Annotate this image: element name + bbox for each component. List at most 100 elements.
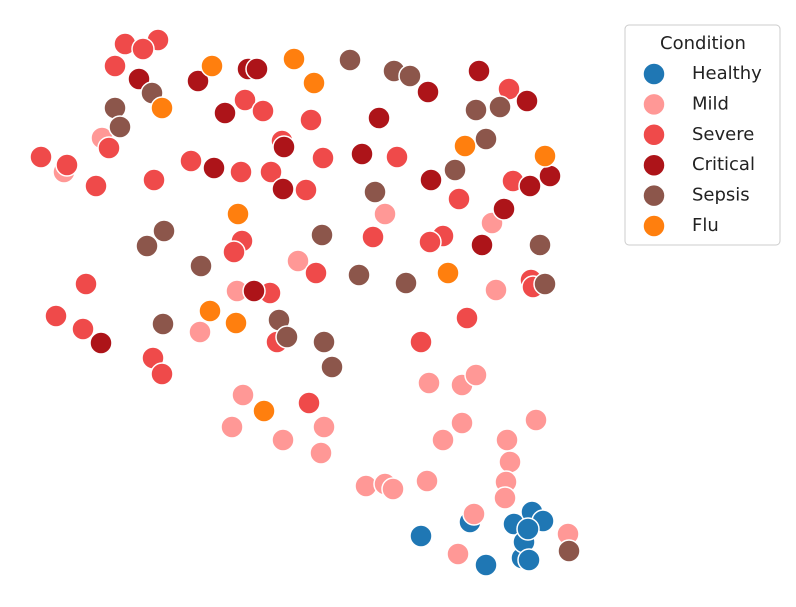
point xyxy=(416,80,440,104)
point xyxy=(245,57,269,81)
point xyxy=(251,99,275,123)
point xyxy=(409,524,433,548)
point xyxy=(518,174,542,198)
point xyxy=(150,362,174,386)
point xyxy=(447,187,471,211)
point xyxy=(151,312,175,336)
legend-marker xyxy=(642,214,666,238)
point xyxy=(302,71,326,95)
point xyxy=(233,88,257,112)
point xyxy=(188,320,212,344)
point xyxy=(415,469,439,493)
legend-label: Healthy xyxy=(692,63,762,84)
point xyxy=(229,160,253,184)
point xyxy=(304,261,328,285)
point xyxy=(310,223,334,247)
point xyxy=(294,178,318,202)
point xyxy=(464,363,488,387)
point xyxy=(493,486,517,510)
point xyxy=(515,89,539,113)
point xyxy=(557,539,581,563)
point xyxy=(312,415,336,439)
point xyxy=(271,177,295,201)
point xyxy=(361,225,385,249)
point xyxy=(89,331,113,355)
point xyxy=(131,37,155,61)
point xyxy=(495,428,519,452)
point xyxy=(347,263,371,287)
point xyxy=(373,202,397,226)
legend-label: Sepsis xyxy=(692,185,750,206)
point xyxy=(524,408,548,432)
point xyxy=(498,450,522,474)
point xyxy=(74,272,98,296)
point xyxy=(202,156,226,180)
point xyxy=(271,428,295,452)
legend-marker xyxy=(642,183,666,208)
point xyxy=(394,271,418,295)
legend-label: Mild xyxy=(692,93,729,114)
point xyxy=(103,54,127,78)
point xyxy=(152,219,176,243)
point xyxy=(474,127,498,151)
plot-area xyxy=(29,28,581,577)
point xyxy=(385,145,409,169)
point xyxy=(272,135,296,159)
point xyxy=(189,254,213,278)
point xyxy=(488,95,512,119)
point xyxy=(517,548,541,572)
point xyxy=(431,428,455,452)
point xyxy=(312,330,336,354)
point xyxy=(533,144,557,168)
legend-marker xyxy=(642,92,666,117)
point xyxy=(443,158,467,182)
point xyxy=(282,47,306,71)
point xyxy=(338,48,362,72)
point xyxy=(252,399,276,423)
point xyxy=(450,411,474,435)
legend-title: Condition xyxy=(660,33,746,54)
point xyxy=(492,197,516,221)
point xyxy=(108,115,132,139)
point xyxy=(462,502,486,526)
point xyxy=(226,202,250,226)
point xyxy=(29,145,53,169)
legend-marker xyxy=(642,153,666,177)
point xyxy=(198,299,222,323)
point xyxy=(470,233,494,257)
point xyxy=(150,96,174,120)
point xyxy=(381,477,405,501)
point xyxy=(179,149,203,173)
point xyxy=(417,371,441,395)
point xyxy=(363,180,387,204)
point xyxy=(464,98,488,122)
point xyxy=(231,383,255,407)
point xyxy=(320,355,344,379)
legend-marker xyxy=(642,123,666,147)
point xyxy=(409,330,433,354)
legend-marker xyxy=(642,62,666,86)
point xyxy=(436,261,460,285)
point xyxy=(453,134,477,158)
point xyxy=(455,306,479,330)
point xyxy=(275,325,299,349)
point xyxy=(135,234,159,258)
legend-label: Critical xyxy=(692,154,755,175)
point xyxy=(446,542,470,566)
legend: Healthy Mild Severe Critical Sepsis Flu xyxy=(642,62,762,238)
point xyxy=(55,153,79,177)
point xyxy=(222,240,246,264)
point xyxy=(299,108,323,132)
legend-label: Severe xyxy=(692,124,754,145)
point xyxy=(474,553,498,577)
point xyxy=(418,230,442,254)
point xyxy=(398,64,422,88)
point xyxy=(97,136,121,160)
point xyxy=(516,517,540,541)
point xyxy=(350,142,374,166)
point xyxy=(367,106,391,130)
point xyxy=(71,317,95,341)
point xyxy=(44,304,68,328)
point xyxy=(467,59,491,83)
